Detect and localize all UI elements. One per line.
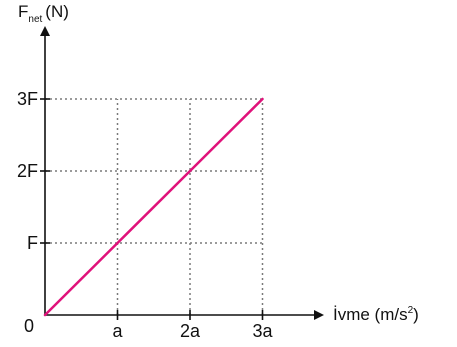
x-tick-label: a	[112, 321, 123, 341]
y-axis-label: Fnet (N)	[18, 2, 69, 25]
x-axis-label-superscript: 2	[408, 305, 414, 316]
x-axis-label: İvme (m/s2)	[333, 305, 419, 324]
series-line	[43, 97, 264, 317]
origin-label: 0	[24, 316, 34, 336]
x-axis-label-close: )	[413, 305, 419, 324]
y-tick-label: 3F	[17, 89, 38, 109]
ticks: a 2a 3a F 2F 3F	[17, 89, 274, 341]
y-axis-label-subscript: net	[28, 14, 42, 25]
y-axis-label-unit: (N)	[45, 2, 69, 21]
grid	[45, 98, 264, 315]
data-series	[43, 97, 264, 317]
x-tick-label: 2a	[180, 321, 201, 341]
x-tick-label: 3a	[252, 321, 273, 341]
y-tick-label: F	[27, 233, 38, 253]
x-axis-label-main: İvme (m/s	[333, 305, 408, 324]
y-tick-label: 2F	[17, 161, 38, 181]
y-axis-label-main: F	[18, 2, 28, 21]
